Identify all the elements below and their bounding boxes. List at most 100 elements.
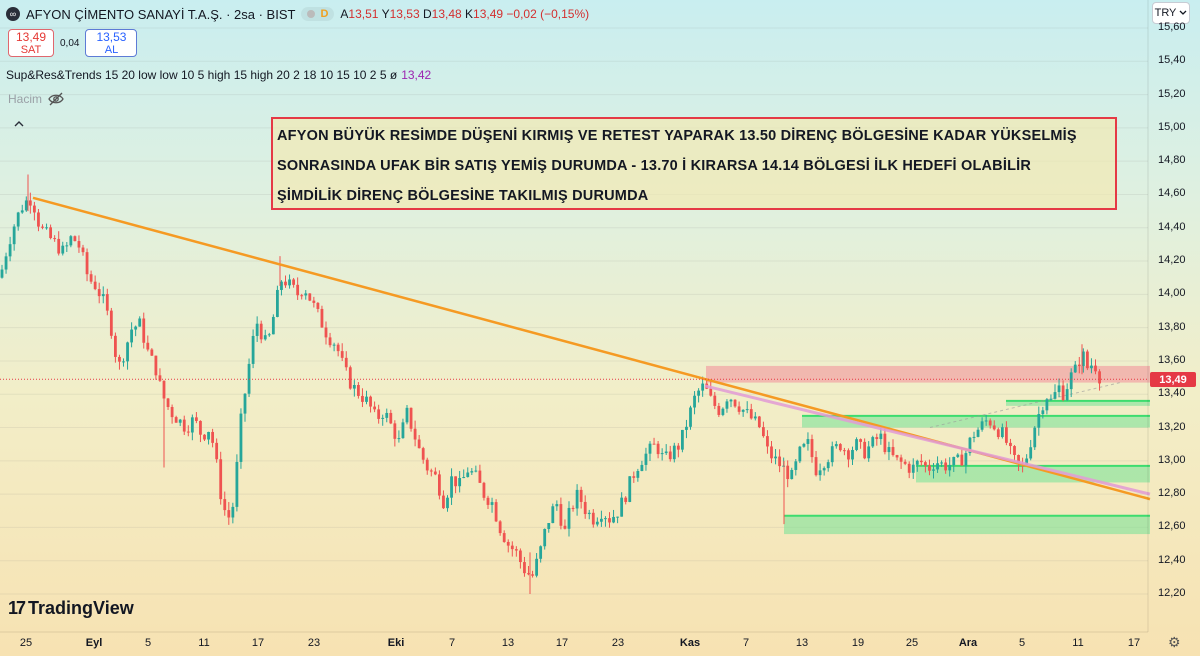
candle-body xyxy=(466,472,470,478)
candle-body xyxy=(887,447,891,453)
candle-body xyxy=(879,433,883,440)
price-tick-label: 13,20 xyxy=(1158,420,1186,433)
price-tick-label: 12,40 xyxy=(1158,553,1186,566)
currency-selector[interactable]: TRY xyxy=(1152,2,1190,24)
price-tick-label: 15,60 xyxy=(1158,21,1186,33)
collapse-legend-button[interactable] xyxy=(8,114,30,132)
candle-body xyxy=(361,395,364,402)
currency-label: TRY xyxy=(1154,7,1177,19)
symbol-header: ∞ AFYON ÇİMENTO SANAYİ T.A.Ş. · 2sa · BI… xyxy=(6,4,589,24)
sell-button[interactable]: 13,49 SAT xyxy=(8,29,54,57)
candle-body xyxy=(377,409,381,419)
candle-body xyxy=(1094,365,1097,372)
candle-body xyxy=(899,457,903,462)
candle-body xyxy=(571,507,575,509)
time-tick-label: 25 xyxy=(905,637,919,649)
price-tick-label: 13,00 xyxy=(1158,453,1186,466)
candle-body xyxy=(413,428,417,440)
candle-body xyxy=(490,502,494,505)
candle-body xyxy=(733,399,737,407)
candle-body xyxy=(316,302,320,309)
candle-body xyxy=(20,210,24,213)
buy-button[interactable]: 13,53 AL xyxy=(85,29,138,57)
candle-body xyxy=(280,281,283,290)
candle-body xyxy=(1029,447,1033,459)
eye-off-icon[interactable] xyxy=(48,92,64,106)
candle-body xyxy=(551,506,555,524)
candle-body xyxy=(166,398,170,407)
candle-body xyxy=(215,442,219,460)
candle-body xyxy=(709,388,713,396)
time-tick-label: 17 xyxy=(251,637,265,649)
candle-body xyxy=(636,471,640,478)
candle-body xyxy=(369,396,372,407)
candle-body xyxy=(502,533,506,542)
candle-body xyxy=(798,446,802,462)
price-tick-label: 13,80 xyxy=(1158,320,1186,333)
candle-body xyxy=(292,279,295,285)
candle-body xyxy=(130,329,133,343)
candle-body xyxy=(158,375,162,381)
price-tick-label: 13,60 xyxy=(1158,353,1186,366)
candle-body xyxy=(612,516,615,523)
time-tick-label: 7 xyxy=(742,637,750,649)
candle-body xyxy=(952,456,956,466)
candle-body xyxy=(895,455,899,458)
candle-body xyxy=(1017,455,1020,464)
time-tick-label: 13 xyxy=(795,637,809,649)
delayed-badge: D xyxy=(320,8,329,20)
symbol-logo-icon[interactable]: ∞ xyxy=(6,7,20,21)
candle-body xyxy=(417,439,421,449)
candle-body xyxy=(442,495,445,509)
price-tick-label: 15,20 xyxy=(1158,87,1186,100)
candle-body xyxy=(255,323,259,336)
price-tick-label: 12,60 xyxy=(1158,520,1186,533)
low-value: 13,48 xyxy=(431,7,462,21)
candle-body xyxy=(871,437,875,447)
candle-body xyxy=(940,462,943,464)
indicator-legend[interactable]: Sup&Res&Trends 15 20 low low 10 5 high 1… xyxy=(6,68,431,82)
candle-body xyxy=(409,407,413,429)
volume-legend[interactable]: Hacim xyxy=(8,92,64,106)
candle-body xyxy=(1098,371,1101,384)
candle-body xyxy=(482,482,486,498)
annotation-line-1: AFYON BÜYÜK RESİMDE DÜŞENİ KIRMIŞ VE RET… xyxy=(277,128,1077,144)
candle-body xyxy=(972,436,976,438)
tradingview-logo[interactable]: 17 TradingView xyxy=(8,598,134,619)
candle-body xyxy=(401,422,405,439)
annotation-box[interactable]: AFYON BÜYÜK RESİMDE DÜŞENİ KIRMIŞ VE RET… xyxy=(271,117,1117,210)
candle-body xyxy=(640,464,644,472)
market-status[interactable]: D xyxy=(301,7,335,21)
time-tick-label: Eki xyxy=(387,637,405,649)
candle-body xyxy=(174,417,178,423)
candle-body xyxy=(660,453,664,455)
candle-body xyxy=(826,462,830,469)
candle-body xyxy=(567,507,571,529)
candle-body xyxy=(73,236,77,242)
price-tick-label: 14,80 xyxy=(1158,154,1186,167)
candle-body xyxy=(170,406,174,418)
candle-body xyxy=(381,417,385,419)
candle-body xyxy=(65,245,69,247)
gear-icon[interactable]: ⚙ xyxy=(1168,634,1181,650)
candle-body xyxy=(1025,458,1029,465)
candle-body xyxy=(996,429,1000,438)
candle-body xyxy=(243,393,247,414)
candle-body xyxy=(749,409,753,419)
candle-body xyxy=(462,477,466,479)
candle-body xyxy=(393,423,397,439)
symbol-title[interactable]: AFYON ÇİMENTO SANAYİ T.A.Ş. · 2sa · BIST xyxy=(26,6,296,22)
status-dot-icon xyxy=(307,10,316,18)
candle-body xyxy=(53,238,57,240)
candle-body xyxy=(936,463,939,470)
candle-body xyxy=(235,461,239,507)
candle-body xyxy=(101,294,105,297)
time-tick-label: 13 xyxy=(501,637,515,649)
candle-body xyxy=(676,445,680,450)
candle-body xyxy=(81,247,85,253)
candle-body xyxy=(0,269,4,278)
candle-body xyxy=(126,342,129,362)
candle-body xyxy=(786,465,790,480)
sell-label: SAT xyxy=(20,44,42,56)
